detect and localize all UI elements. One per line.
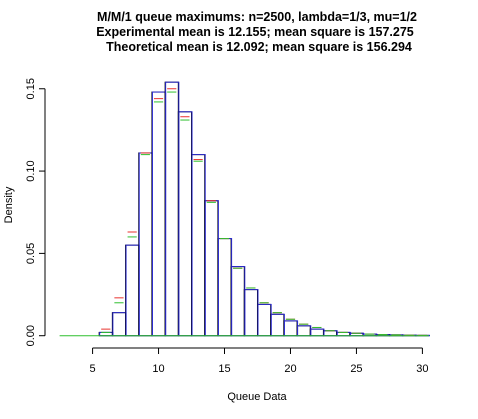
histogram-bar-black xyxy=(322,330,338,337)
histogram-bar-blue xyxy=(112,312,127,337)
x-tick-label: 15 xyxy=(218,363,230,375)
histogram-bar-blue xyxy=(178,111,193,337)
y-axis-label: Density xyxy=(3,186,15,223)
histogram-bar-black xyxy=(191,154,206,337)
histogram-bar-blue xyxy=(191,154,206,337)
x-axis-label: Queue Data xyxy=(227,391,287,403)
histogram-bar-black xyxy=(164,81,179,337)
axes: 5 10 15 20 25 30 0.00 0.05 0.10 0.15 xyxy=(25,78,429,375)
x-tick-label: 20 xyxy=(284,363,296,375)
x-tick-label: 30 xyxy=(416,363,428,375)
histogram-bar-blue xyxy=(217,238,233,337)
reference-markers xyxy=(59,88,429,337)
histogram-bar-blue xyxy=(270,313,285,337)
histogram-bar-black xyxy=(270,313,285,337)
y-tick-label: 0.15 xyxy=(25,78,37,99)
histogram-bar-blue xyxy=(283,320,299,337)
chart-title-line-1: M/M/1 queue maximums: n=2500, lambda=1/3… xyxy=(97,10,417,24)
histogram-bar-black xyxy=(177,111,193,337)
histogram-bar-blue xyxy=(231,266,246,337)
histogram-bar-blue xyxy=(323,330,338,337)
chart-title-line-2: Experimental mean is 12.155; mean square… xyxy=(96,25,414,39)
histogram-bar-black xyxy=(243,289,258,337)
x-tick-label: 25 xyxy=(350,363,362,375)
chart-title-line-3: Theoretical mean is 12.092; mean square … xyxy=(106,40,412,54)
histogram-bar-black xyxy=(309,328,324,337)
histogram-bar-black xyxy=(296,325,311,337)
histogram-bars xyxy=(98,81,430,337)
histogram-bar-black xyxy=(125,244,140,337)
histogram-bar-blue xyxy=(257,303,272,337)
histogram-bar-black xyxy=(111,312,127,337)
histogram-bar-blue xyxy=(125,244,140,337)
histogram-bar-blue xyxy=(138,152,153,337)
x-tick-label: 10 xyxy=(152,363,164,375)
histogram-bar-black xyxy=(283,320,298,337)
x-tick-label: 5 xyxy=(90,363,96,375)
histogram-bar-blue xyxy=(165,81,180,337)
histogram-bar-black xyxy=(217,238,232,337)
histogram-bar-black xyxy=(138,152,153,337)
histogram-bar-black xyxy=(256,303,272,337)
y-tick-label: 0.10 xyxy=(25,160,37,181)
histogram-bar-blue xyxy=(297,325,312,337)
histogram-bar-black xyxy=(151,91,166,337)
histogram-bar-black xyxy=(204,200,219,337)
chart-title: M/M/1 queue maximums: n=2500, lambda=1/3… xyxy=(96,10,417,54)
histogram-bar-black xyxy=(230,266,245,337)
histogram-bar-blue xyxy=(310,328,325,337)
y-tick-label: 0.00 xyxy=(25,325,37,346)
histogram-bar-blue xyxy=(244,289,259,337)
y-tick-label: 0.05 xyxy=(25,243,37,264)
histogram-bar-blue xyxy=(204,200,219,337)
histogram-bar-blue xyxy=(151,91,167,337)
